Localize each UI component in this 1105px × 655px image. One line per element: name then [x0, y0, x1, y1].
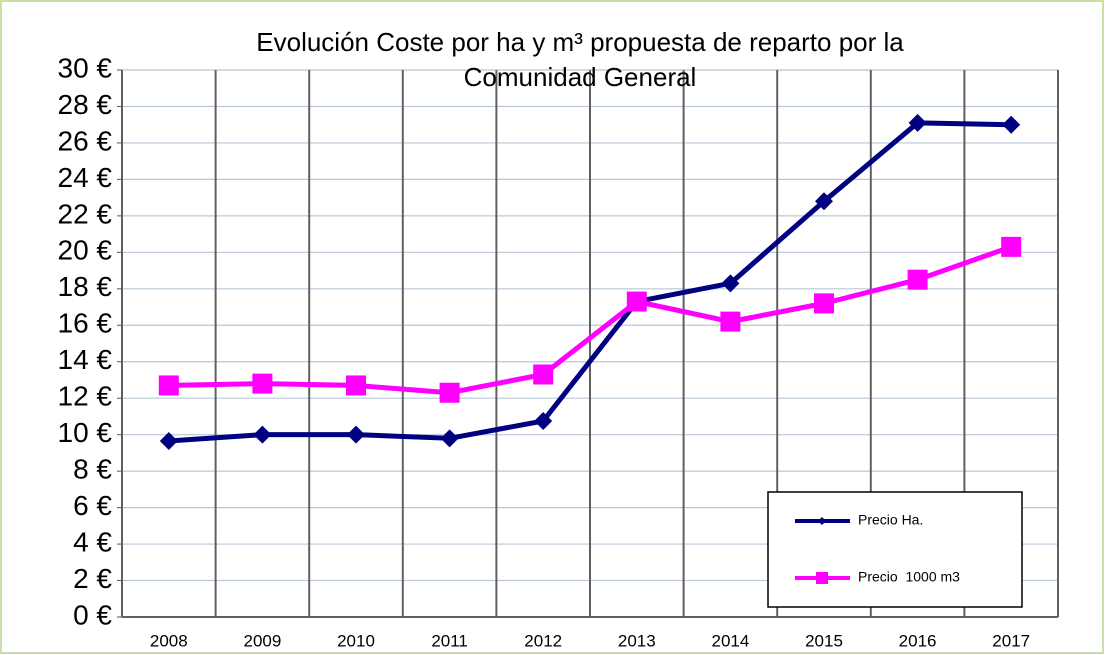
- x-tick-label: 2017: [992, 631, 1030, 650]
- marker: [252, 373, 273, 394]
- series-line: [168, 244, 1013, 396]
- marker: [253, 425, 272, 444]
- marker: [158, 375, 179, 396]
- y-tick-label: 18 €: [58, 271, 113, 302]
- legend-box: [767, 491, 1023, 608]
- y-tick-label: 2 €: [73, 563, 112, 594]
- marker: [439, 382, 460, 403]
- marker: [721, 274, 740, 293]
- y-tick-label: 4 €: [73, 526, 112, 557]
- x-tick-label: 2008: [150, 631, 188, 650]
- y-tick-label: 10 €: [58, 417, 113, 448]
- y-tick-label: 16 €: [58, 308, 113, 339]
- y-tick-label: 6 €: [73, 490, 112, 521]
- y-tick-label: 14 €: [58, 344, 113, 375]
- marker: [908, 113, 927, 132]
- marker: [815, 192, 833, 211]
- y-tick-label: 12 €: [58, 381, 113, 412]
- y-tick-label: 20 €: [58, 235, 113, 266]
- y-tick-label: 0 €: [73, 599, 112, 630]
- marker: [534, 411, 553, 430]
- marker: [626, 291, 647, 312]
- marker: [440, 429, 459, 448]
- chart-title: Comunidad General: [464, 62, 697, 92]
- marker: [346, 375, 366, 396]
- x-tick-label: 2014: [711, 631, 749, 650]
- plot: 0 € 2 € 4 € 6 € 8 € 10 € 12 € 14 € 16 € 18 € 20 € 2…: [58, 52, 1059, 650]
- legend-marker: [818, 517, 826, 525]
- y-tick-label: 22 €: [58, 198, 113, 229]
- x-tick-label: 2015: [805, 631, 843, 650]
- marker: [720, 311, 741, 332]
- marker: [533, 364, 554, 385]
- marker: [1001, 236, 1022, 257]
- marker: [1002, 115, 1021, 134]
- legend-marker: [816, 572, 828, 584]
- marker: [907, 269, 928, 290]
- marker: [159, 432, 178, 451]
- y-tick-label: 24 €: [58, 162, 113, 193]
- marker: [347, 425, 365, 444]
- x-tick-label: 2012: [524, 631, 562, 650]
- marker: [814, 293, 834, 314]
- x-tick-label: 2013: [618, 631, 656, 650]
- x-tick-label: 2010: [337, 631, 375, 650]
- x-tick-label: 2016: [899, 631, 937, 650]
- y-tick-label: 26 €: [58, 125, 113, 156]
- x-tick-label: 2009: [243, 631, 281, 650]
- legend: Precio Ha. Precio 1000 m3: [767, 491, 1023, 608]
- legend-label: Precio Ha.: [858, 512, 923, 528]
- chart-title: Evolución Coste por ha y m³ propuesta de…: [256, 27, 904, 57]
- legend-label: Precio 1000 m3: [858, 569, 960, 585]
- y-tick-label: 28 €: [58, 89, 113, 120]
- y-tick-label: 30 €: [58, 52, 113, 83]
- x-tick-label: 2011: [431, 631, 468, 650]
- series-line: [168, 120, 1012, 444]
- y-tick-label: 8 €: [73, 454, 112, 485]
